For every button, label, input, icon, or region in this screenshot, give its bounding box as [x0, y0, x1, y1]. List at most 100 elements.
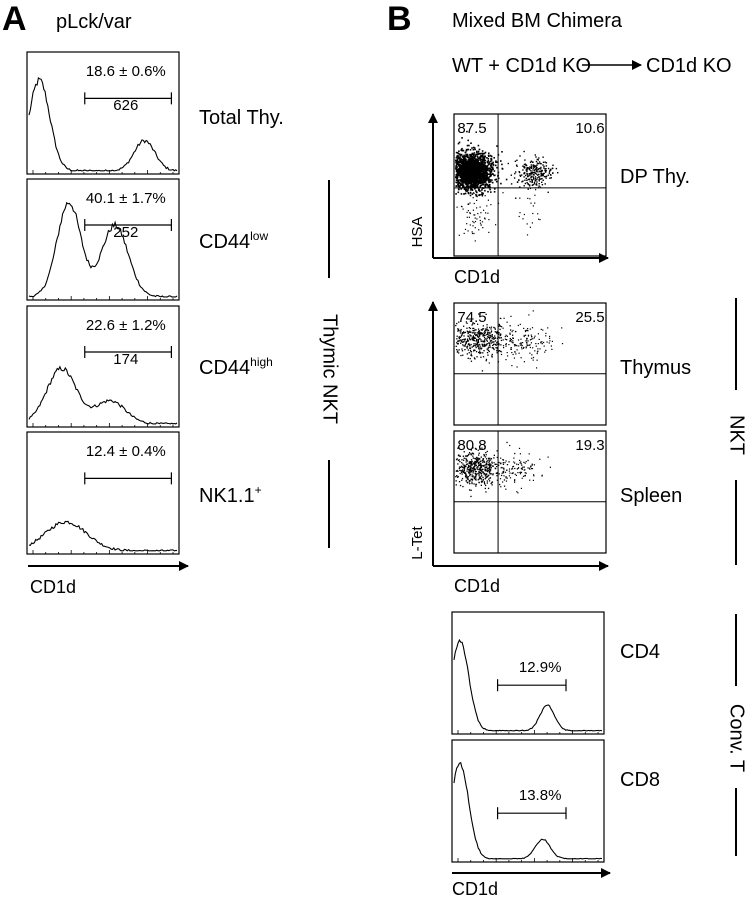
nkt-spleen-event	[469, 480, 471, 482]
nkt-thymus-event	[480, 340, 482, 343]
dp-thy-event	[464, 181, 467, 184]
dp-thy-event	[482, 162, 484, 164]
dp-thy-event	[490, 158, 492, 160]
nkt-spleen-event	[484, 469, 486, 472]
dp-thy-event	[455, 156, 458, 159]
nkt-thymus-event	[497, 336, 499, 338]
nkt-spleen-event	[509, 472, 511, 474]
nkt-spleen-event	[484, 448, 486, 450]
dp-thy-event	[542, 164, 544, 166]
dp-thy-event	[522, 169, 524, 171]
dp-thy-event	[480, 178, 483, 181]
nkt-thymus-event	[494, 343, 497, 345]
dp-thy-event	[541, 174, 544, 176]
nkt-spleen-event	[466, 460, 469, 462]
dp-thy-event	[471, 193, 474, 195]
dp-thy-event	[486, 176, 488, 179]
nkt-spleen-event	[474, 464, 476, 466]
nkt-thymus-event	[482, 328, 485, 330]
dp-thy-event	[467, 178, 470, 180]
nkt-spleen-event	[483, 481, 485, 483]
dp-thy-event	[536, 158, 538, 161]
dp-thy-event	[459, 169, 462, 172]
dp-thy-event	[483, 209, 485, 211]
dp-thy-event	[544, 161, 546, 163]
nkt-thymus-event	[494, 340, 497, 342]
dp-thy-event	[495, 178, 497, 181]
dp-thy-event	[473, 192, 475, 194]
nkt-spleen-event	[519, 462, 521, 464]
nkt-spleen-event	[479, 476, 481, 478]
dp-thy-event	[481, 177, 484, 180]
dp-thy-event	[461, 137, 463, 139]
dp-thy-event	[483, 175, 486, 177]
dp-thy-event	[486, 157, 488, 159]
nkt-thymus-event	[481, 370, 484, 372]
dp-thy-event	[481, 155, 484, 158]
dp-thy-event	[525, 174, 527, 177]
dp-thy-event	[538, 183, 540, 185]
dp-thy-event	[466, 184, 469, 186]
nkt-thymus-event	[483, 335, 485, 337]
dp-thy-event	[487, 184, 489, 187]
dp-thy-event	[466, 144, 469, 147]
dp-thy-event	[470, 186, 473, 189]
dp-thy-event	[472, 163, 474, 166]
dp-thy-event	[552, 167, 554, 170]
nkt-thymus-q-left: 74.5	[457, 309, 486, 326]
nkt-spleen-event	[508, 470, 510, 472]
nkt-spleen-event	[498, 461, 500, 463]
dp-thy-event	[469, 149, 472, 151]
nkt-spleen-event	[485, 477, 487, 479]
nkt-thymus-event	[491, 330, 493, 332]
nkt-thymus-event	[487, 336, 489, 338]
nkt-thymus-event	[484, 338, 486, 340]
nkt-spleen-event	[495, 472, 497, 474]
dp-thy-event	[477, 173, 480, 176]
dp-thy-event	[477, 194, 479, 196]
nkt-spleen-event	[533, 464, 535, 466]
dp-thy-event	[523, 172, 526, 175]
dp-thy-event	[470, 182, 472, 185]
nkt-thymus-event	[469, 347, 471, 349]
nkt-thymus-event	[484, 330, 486, 332]
nkt-spleen-event	[486, 463, 488, 466]
dp-thy-event	[473, 165, 476, 168]
nkt-spleen-event	[473, 466, 476, 468]
nkt-thymus-event	[544, 351, 546, 353]
nkt-spleen-event	[468, 452, 471, 454]
nkt-spleen-event	[505, 480, 508, 482]
dp-thy-event	[464, 161, 467, 164]
dp-thy-event	[463, 176, 466, 179]
dp-thy-event	[474, 155, 477, 157]
nkt-thymus-event	[497, 361, 500, 363]
dp-thy-event	[473, 175, 475, 177]
dp-thy-event	[470, 165, 473, 168]
nkt-thymus-event	[462, 344, 464, 346]
nkt-thymus-event	[506, 339, 508, 341]
nkt-thymus-event	[460, 335, 462, 337]
nkt-thymus-event	[471, 355, 473, 357]
nkt-spleen-event	[497, 464, 499, 466]
nkt-spleen-event	[480, 469, 483, 471]
dp-thy-event	[468, 158, 471, 161]
nkt-spleen-event	[487, 460, 489, 462]
nkt-spleen-event	[490, 482, 492, 485]
nkt-thymus-event	[484, 344, 486, 347]
nkt-thymus-event	[484, 340, 486, 343]
nkt-thymus-event	[516, 345, 518, 347]
nkt-thymus-event	[536, 351, 539, 353]
dp-thy-event	[483, 167, 486, 169]
dp-thy-event	[495, 180, 498, 183]
dp-thy-frame	[453, 113, 607, 257]
dp-thy-event	[479, 164, 481, 167]
nkt-thymus-event	[473, 357, 476, 359]
dp-thy-event	[533, 171, 536, 174]
nkt-spleen-event	[520, 471, 523, 474]
nkt-thymus-event	[464, 345, 466, 347]
nkt-thymus-event	[481, 345, 484, 347]
dp-thy-event	[475, 180, 477, 183]
dp-thy-event	[467, 203, 470, 205]
dp-thy-event	[485, 169, 488, 172]
dp-thy-event	[539, 219, 541, 221]
